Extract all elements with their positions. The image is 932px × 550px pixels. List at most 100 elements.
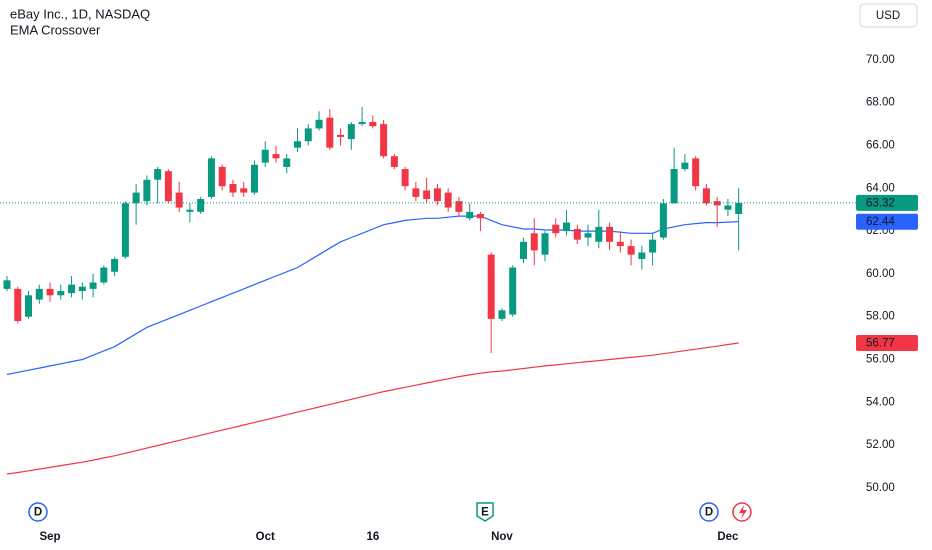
candle-body xyxy=(606,226,614,242)
candle-body xyxy=(466,211,474,219)
candle-body xyxy=(649,239,657,253)
candle-body xyxy=(670,169,678,204)
candle-body xyxy=(498,310,506,319)
candle-body xyxy=(218,166,226,187)
candle-body xyxy=(519,241,527,259)
currency-label[interactable]: USD xyxy=(876,10,900,22)
indicator-name: EMA Crossover xyxy=(10,22,101,37)
candle-body xyxy=(89,282,97,289)
x-tick-label: 16 xyxy=(366,531,379,543)
candle-body xyxy=(111,258,119,272)
price-tag xyxy=(856,335,918,352)
candle-body xyxy=(25,295,33,317)
candle-body xyxy=(229,184,237,193)
candle-body xyxy=(616,241,624,247)
candle-body xyxy=(659,203,667,238)
candle-body xyxy=(315,119,323,129)
y-tick-label: 60.00 xyxy=(866,268,895,280)
candle-body xyxy=(563,222,571,232)
y-tick-label: 58.00 xyxy=(866,311,895,323)
candle-body xyxy=(154,169,162,180)
candle-body xyxy=(724,205,732,210)
candle-body xyxy=(326,117,334,148)
candle-body xyxy=(132,192,140,204)
candle-body xyxy=(78,286,86,292)
x-tick-label: Dec xyxy=(717,531,739,543)
candle-body xyxy=(175,192,183,208)
candle-body xyxy=(250,164,258,193)
candle-body xyxy=(240,188,248,193)
candle-body xyxy=(35,288,43,300)
candle-body xyxy=(735,202,743,214)
candle-body xyxy=(164,171,172,202)
candle-body xyxy=(304,128,312,142)
candle-body xyxy=(692,158,700,187)
candle-body xyxy=(552,224,560,234)
event-label[interactable]: D xyxy=(705,507,713,519)
lightning-icon xyxy=(739,505,747,519)
y-tick-label: 54.00 xyxy=(866,396,895,408)
candle-body xyxy=(272,154,280,159)
price-tag-label: 56.77 xyxy=(866,338,895,350)
candle-body xyxy=(121,203,129,257)
candle-body xyxy=(261,149,269,163)
candle-body xyxy=(186,209,194,212)
price-tag xyxy=(856,194,918,211)
candle-body xyxy=(444,192,452,208)
ema-line xyxy=(6,342,739,475)
event-label[interactable]: E xyxy=(481,507,489,519)
candle-body xyxy=(14,288,22,321)
candle-body xyxy=(358,121,366,125)
candle-body xyxy=(541,233,549,255)
candle-body xyxy=(681,162,689,170)
event-label[interactable]: D xyxy=(34,507,42,519)
candle-body xyxy=(702,188,710,204)
candle-body xyxy=(509,267,517,315)
candle-body xyxy=(337,134,345,137)
y-tick-label: 64.00 xyxy=(866,182,895,194)
candle-body xyxy=(369,121,377,127)
symbol-title: eBay Inc., 1D, NASDAQ xyxy=(10,6,150,21)
candle-body xyxy=(573,228,581,240)
candle-body xyxy=(3,280,11,289)
ema-line xyxy=(6,215,739,376)
event-badge[interactable] xyxy=(699,502,719,522)
candle-body xyxy=(294,141,302,148)
x-tick-label: Nov xyxy=(491,531,513,543)
x-tick-label: Oct xyxy=(256,531,275,543)
candle-body xyxy=(476,213,484,219)
y-tick-label: 70.00 xyxy=(866,54,895,66)
candle-body xyxy=(530,233,538,251)
candle-body xyxy=(584,233,592,238)
candle-body xyxy=(390,156,398,167)
candle-body xyxy=(197,199,205,212)
event-badge[interactable] xyxy=(28,502,48,522)
x-tick-label: Sep xyxy=(39,531,60,543)
candle-body xyxy=(638,252,646,259)
y-tick-label: 66.00 xyxy=(866,140,895,152)
event-badge[interactable] xyxy=(476,502,494,522)
candle-body xyxy=(143,179,151,202)
candle-body xyxy=(401,169,409,187)
candle-body xyxy=(627,246,635,255)
y-tick-label: 50.00 xyxy=(866,482,895,494)
candle-body xyxy=(100,267,108,283)
candle-body xyxy=(68,284,76,294)
candle-body xyxy=(57,291,65,296)
candle-body xyxy=(423,190,431,200)
y-tick-label: 52.00 xyxy=(866,439,895,451)
candle-body xyxy=(455,201,463,212)
candle-body xyxy=(347,124,355,140)
price-tag xyxy=(856,213,918,230)
price-tag-label: 62.44 xyxy=(866,216,895,228)
candle-body xyxy=(487,254,495,319)
candle-body xyxy=(433,188,441,202)
candle-body xyxy=(380,124,388,157)
currency-button[interactable] xyxy=(859,3,918,28)
candle-body xyxy=(207,158,215,197)
candle-body xyxy=(283,158,291,167)
y-tick-label: 68.00 xyxy=(866,97,895,109)
y-tick-label: 56.00 xyxy=(866,354,895,366)
candle-body xyxy=(46,288,54,296)
